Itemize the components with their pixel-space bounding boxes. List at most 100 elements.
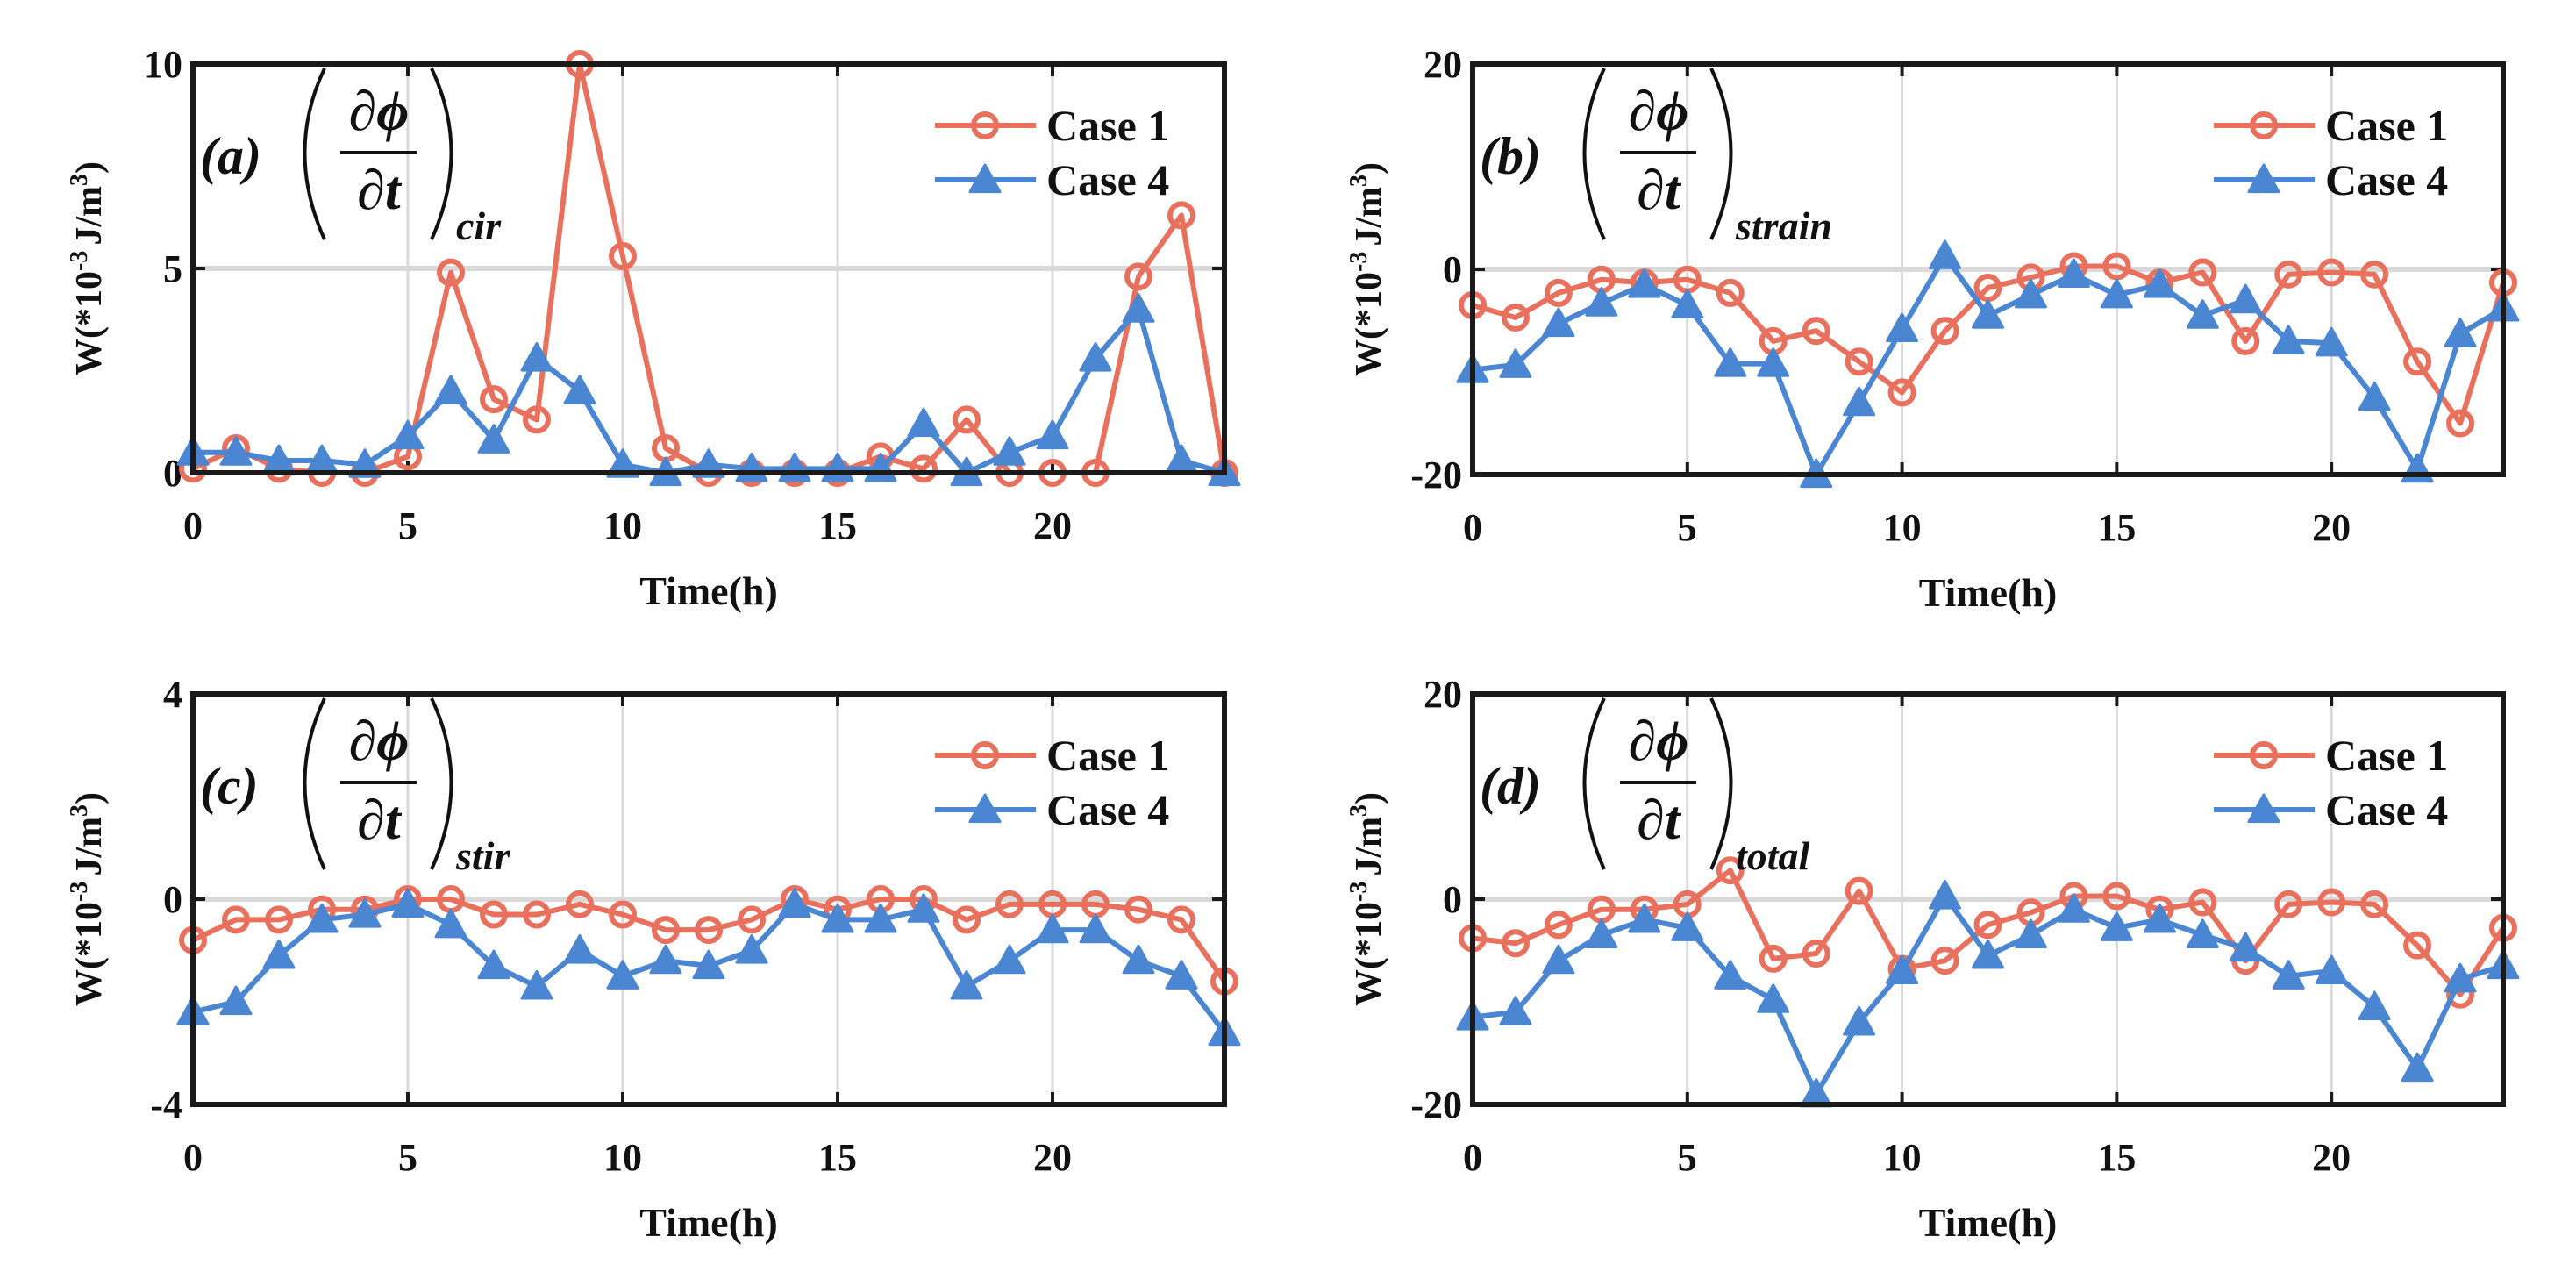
data-point: [2229, 283, 2262, 314]
data-point: [1757, 983, 1790, 1013]
data-point: [606, 448, 639, 478]
fraction-denominator: ∂t: [357, 789, 403, 851]
legend-entry: Case 4: [2325, 785, 2448, 834]
data-point: [219, 436, 253, 466]
panel-annotation: (a) ∂ϕ ∂t cir: [200, 68, 502, 248]
y-axis-label-unit: J/m: [69, 186, 110, 246]
series-case-1: [1459, 252, 2517, 438]
y-axis-label: W(*10-3 J/m3): [66, 792, 110, 1006]
data-point: [1716, 278, 1745, 307]
x-tick-label: 0: [183, 1136, 203, 1179]
data-point: [2401, 453, 2434, 483]
data-point: [1757, 347, 1790, 377]
y-axis-label-unit-exp: 3: [1345, 175, 1373, 187]
data-point: [265, 905, 293, 934]
y-axis-label-unit-exp: 3: [66, 804, 93, 817]
data-point: [2272, 325, 2305, 354]
x-tick-label: 15: [818, 504, 857, 547]
y-axis-label-suffix: ): [69, 792, 110, 804]
data-point: [692, 448, 725, 478]
data-point: [1165, 444, 1198, 475]
data-point: [563, 934, 596, 964]
data-point: [2317, 888, 2346, 917]
data-point: [2100, 278, 2133, 309]
data-point: [348, 898, 382, 928]
data-point: [391, 419, 425, 450]
data-point: [1843, 386, 1876, 417]
subscript-label: stir: [455, 833, 510, 878]
legend-marker: [971, 741, 999, 769]
data-point: [821, 903, 854, 933]
legend-entry: Case 1: [2325, 731, 2448, 780]
y-tick-label: 0: [163, 452, 182, 495]
x-tick-label: 10: [603, 504, 642, 547]
data-point: [1845, 876, 1873, 905]
data-point: [2014, 278, 2047, 309]
data-point: [1544, 911, 1573, 940]
panel-label: (b): [1480, 127, 1541, 185]
panel-a: 0 5 10 15 20 0 5 10 Time(h) W(*10-3 J/m3) (a) ∂ϕ ∂t ci…: [66, 43, 1241, 613]
data-point: [2358, 381, 2391, 411]
data-point: [563, 375, 596, 404]
data-point: [1499, 996, 1532, 1025]
fraction-denominator: ∂t: [1637, 159, 1682, 221]
data-point: [1972, 939, 2004, 969]
fraction-denominator: ∂t: [357, 159, 403, 221]
data-point: [1167, 905, 1195, 934]
data-point: [1585, 287, 1618, 317]
legend-entry: Case 4: [2325, 155, 2448, 204]
x-tick-label: 10: [603, 1136, 642, 1179]
y-tick-label: 4: [163, 673, 182, 716]
data-point: [993, 944, 1026, 975]
data-point: [1802, 940, 1830, 968]
x-tick-label: 10: [1883, 1136, 1922, 1179]
data-point: [2100, 911, 2133, 941]
data-point: [609, 242, 637, 271]
data-point: [1167, 201, 1195, 230]
panel-annotation: (b) ∂ϕ ∂t strain: [1480, 68, 1832, 248]
legend-marker: [2250, 741, 2278, 769]
data-point: [609, 900, 637, 929]
panel-label: (d): [1480, 757, 1541, 815]
series-case-4: [1456, 879, 2520, 1108]
data-point: [2315, 326, 2348, 357]
data-point: [391, 888, 425, 918]
data-point: [477, 949, 510, 980]
y-tick-label: 20: [1424, 673, 1462, 716]
data-point: [2229, 932, 2262, 962]
data-point: [566, 890, 594, 918]
data-point: [1802, 317, 1830, 346]
data-point: [520, 969, 553, 1000]
data-point: [1542, 944, 1575, 975]
subscript-label: strain: [1735, 204, 1832, 248]
legend-entry: Case 4: [1046, 155, 1169, 204]
data-point: [1499, 348, 1532, 378]
data-point: [695, 916, 723, 945]
legend-marker: [968, 793, 1002, 824]
data-point: [1887, 378, 1916, 407]
data-point: [2186, 918, 2219, 949]
data-point: [2186, 299, 2219, 329]
series-case-4: [176, 293, 1241, 487]
data-point: [2444, 962, 2477, 993]
x-tick-label: 15: [2097, 1136, 2136, 1179]
data-point: [907, 893, 940, 923]
data-point: [2188, 888, 2217, 917]
legend-marker: [2247, 163, 2280, 194]
data-point: [1714, 347, 1747, 377]
legend: Case 1 Case 4: [2214, 101, 2448, 204]
data-point: [778, 888, 811, 918]
data-point: [950, 969, 983, 1000]
axes-frame: [1470, 691, 2506, 1107]
y-axis-label-prefix: W(*10: [69, 271, 110, 375]
data-point: [2057, 258, 2090, 288]
data-point: [2360, 260, 2389, 289]
data-point: [480, 385, 508, 414]
data-point: [2315, 954, 2348, 984]
data-point: [1122, 944, 1155, 975]
data-point: [523, 405, 551, 434]
y-axis-label-unit-exp: 3: [1345, 804, 1373, 817]
data-point: [2274, 260, 2303, 289]
data-point: [864, 903, 897, 933]
